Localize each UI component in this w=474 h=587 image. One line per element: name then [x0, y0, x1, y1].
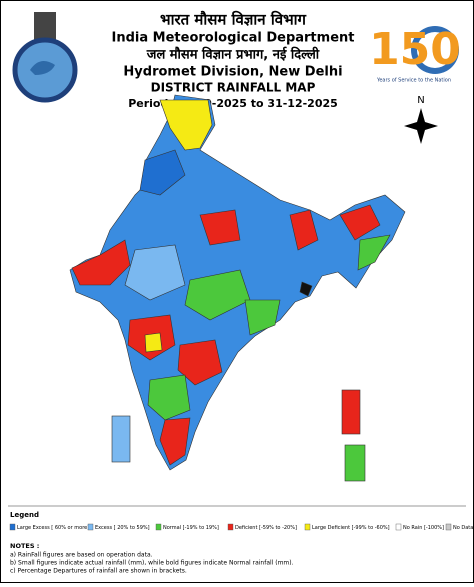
legend-swatch [155, 523, 162, 531]
note-line: a) RainFall figures are based on operati… [10, 552, 153, 559]
legend-label: Excess [ 20% to 59%] [95, 525, 150, 531]
logo-number: 150 [369, 24, 461, 75]
legend: Large Excess [ 60% or more] Excess [ 20% … [9, 523, 473, 531]
legend-label: Large Deficient [-99% to -60%] [312, 525, 390, 531]
legend-swatch [395, 523, 402, 531]
legend-label: Deficient [-59% to -20%] [235, 525, 297, 531]
hindi-title: भारत मौसम विज्ञान विभाग [160, 11, 306, 29]
legend-label: No Data [453, 525, 473, 531]
logo-tagline: Years of Service to the Nation [376, 78, 451, 84]
legend-swatch [445, 523, 452, 531]
notes-title: NOTES : [10, 542, 39, 550]
imd-emblem [12, 12, 78, 103]
legend-label: Large Excess [ 60% or more] [17, 525, 89, 531]
notes: a) RainFall figures are based on operati… [10, 552, 294, 575]
logo: 150 Years of Service to the Nation [369, 24, 461, 84]
india-map [69, 94, 406, 482]
hindi-subtitle: जल मौसम विज्ञान प्रभाग, नई दिल्ली [146, 47, 320, 63]
legend-title: Legend [10, 511, 39, 519]
legend-swatch [9, 523, 16, 531]
note-line: c) Percentage Departures of rainfall are… [10, 568, 187, 575]
note-line: b) Small figures indicate actual rainfal… [10, 560, 294, 567]
legend-label: No Rain [-100%] [403, 525, 444, 531]
legend-swatch [87, 523, 94, 531]
north-label: N [417, 95, 424, 106]
map-title: DISTRICT RAINFALL MAP [151, 81, 316, 95]
legend-swatch [304, 523, 311, 531]
division: Hydromet Division, New Delhi [123, 65, 342, 80]
period: Period: 01-10-2025 to 31-12-2025 [128, 97, 338, 110]
legend-label: Normal [-19% to 19%] [163, 525, 219, 531]
north-arrow [404, 108, 438, 144]
legend-swatch [227, 523, 234, 531]
title: India Meteorological Department [112, 31, 355, 46]
